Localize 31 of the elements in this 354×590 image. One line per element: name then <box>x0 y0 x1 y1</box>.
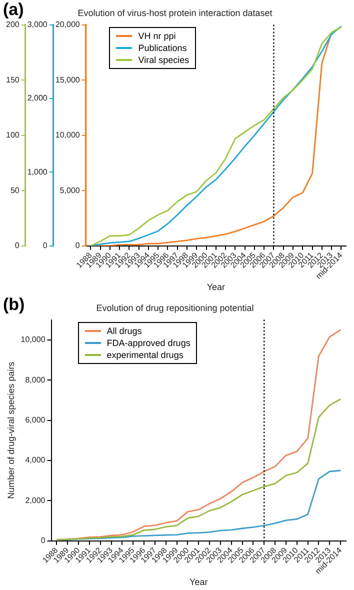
y2-tick-label: 1,000 <box>27 167 48 176</box>
y3-tick-label: 50 <box>10 186 20 195</box>
x-axis-title: Year <box>190 577 208 588</box>
y3-tick-label: 100 <box>6 130 20 140</box>
chart-title: Evolution of drug repositioning potential <box>96 302 254 313</box>
y-tick-label: 5,000 <box>60 186 80 195</box>
y-tick-label: 0 <box>75 241 80 250</box>
chart-title: Evolution of virus-host protein interaction dataset <box>78 8 273 18</box>
y-tick-label: 8,000 <box>25 375 46 384</box>
y-tick-label: 10,000 <box>20 335 46 344</box>
y-tick-label: 4,000 <box>25 456 46 465</box>
y3-tick-label: 0 <box>14 241 20 250</box>
x-axis-title: Year <box>206 282 226 292</box>
text: (b) <box>3 295 25 315</box>
y3-tick-label: 150 <box>6 75 20 84</box>
legend-label: All drugs <box>106 326 142 336</box>
legend-label: VH nr ppi <box>138 30 176 41</box>
legend-label: Publications <box>138 42 187 53</box>
y3-tick-label: 200 <box>6 20 20 30</box>
y-axis-title: Number of drug-viral species pairs <box>6 361 16 499</box>
y-tick-label: 10,000 <box>55 130 80 140</box>
y-tick-label: 15,000 <box>55 75 80 84</box>
legend-label: experimental drugs <box>106 350 184 360</box>
legend-label: Viral species <box>138 54 190 65</box>
text: (a) <box>3 0 24 20</box>
legend-label: FDA-approved drugs <box>106 338 190 348</box>
y-tick-label: 0 <box>40 536 46 546</box>
y-tick-label: 2,000 <box>25 496 46 505</box>
y-tick-label: 20,000 <box>55 20 80 30</box>
y-tick-label: 6,000 <box>25 415 46 424</box>
y2-tick-label: 3,000 <box>27 20 48 30</box>
